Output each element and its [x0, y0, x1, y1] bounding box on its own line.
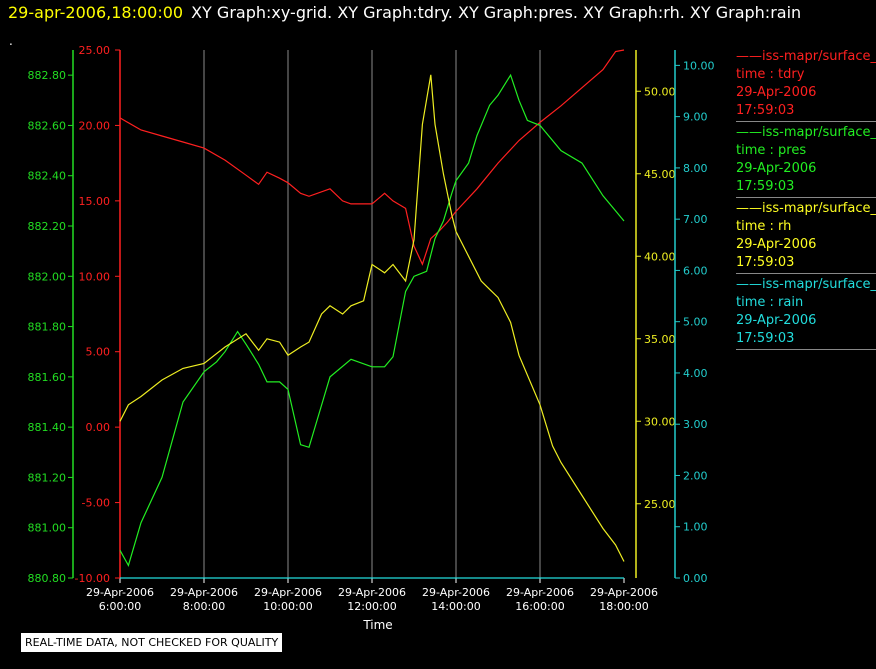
y-tick-label-tdry: 5.00	[86, 346, 111, 359]
y-tick-label-rain: 0.00	[683, 572, 708, 585]
legend-date: 29-Apr-2006	[736, 313, 817, 328]
y-tick-label-rain: 1.00	[683, 521, 708, 534]
y-tick-label-pres: 881.80	[28, 321, 67, 334]
x-tick-time: 10:00:00	[263, 600, 312, 613]
y-tick-label-pres: 881.60	[28, 371, 67, 384]
series-line-rh	[119, 74, 625, 562]
y-tick-label-tdry: -5.00	[82, 497, 110, 510]
y-tick-label-rain: 2.00	[683, 469, 708, 482]
x-tick-date: 29-Apr-2006	[170, 586, 238, 599]
legend-variable: time : tdry	[736, 67, 805, 82]
legend-time: 17:59:03	[736, 255, 795, 270]
y-tick-label-tdry: 20.00	[79, 119, 111, 132]
legend-time: 17:59:03	[736, 103, 795, 118]
y-tick-label-pres: 882.40	[28, 170, 67, 183]
x-tick-date: 29-Apr-2006	[506, 586, 574, 599]
y-tick-label-tdry: 25.00	[79, 44, 111, 57]
x-tick-time: 8:00:00	[183, 600, 225, 613]
y-tick-label-tdry: 15.00	[79, 195, 111, 208]
legend: ——iss-mapr/surface_ time : tdry 29-Apr-2…	[736, 48, 876, 352]
y-tick-label-tdry: -10.00	[75, 572, 110, 585]
legend-variable: time : rain	[736, 295, 804, 310]
legend-entry-rain: ——iss-mapr/surface_ time : rain 29-Apr-2…	[736, 276, 876, 350]
legend-variable: time : pres	[736, 143, 807, 158]
y-tick-label-pres: 880.80	[28, 572, 67, 585]
y-tick-label-pres: 881.20	[28, 471, 67, 484]
y-tick-label-pres: 882.20	[28, 220, 67, 233]
y-tick-label-rh: 25.00	[644, 498, 676, 511]
y-tick-label-pres: 881.40	[28, 421, 67, 434]
y-tick-label-rh: 35.00	[644, 333, 676, 346]
quality-notice: REAL-TIME DATA, NOT CHECKED FOR QUALITY	[20, 632, 284, 653]
y-tick-label-tdry: 10.00	[79, 270, 111, 283]
y-tick-label-pres: 881.00	[28, 522, 67, 535]
y-tick-label-pres: 882.60	[28, 119, 67, 132]
legend-entry-pres: ——iss-mapr/surface_ time : pres 29-Apr-2…	[736, 124, 876, 198]
series-line-pres	[119, 73, 625, 567]
y-tick-label-rh: 50.00	[644, 85, 676, 98]
legend-source: ——iss-mapr/surface_	[736, 49, 876, 64]
legend-source: ——iss-mapr/surface_	[736, 125, 876, 140]
header-graph-list: XY Graph:xy-grid. XY Graph:tdry. XY Grap…	[191, 3, 802, 22]
y-tick-label-rain: 4.00	[683, 367, 708, 380]
legend-source: ——iss-mapr/surface_	[736, 277, 876, 292]
y-tick-label-rh: 30.00	[644, 415, 676, 428]
y-tick-label-rain: 6.00	[683, 264, 708, 277]
legend-entry-rh: ——iss-mapr/surface_ time : rh 29-Apr-200…	[736, 200, 876, 274]
y-tick-label-rain: 3.00	[683, 418, 708, 431]
legend-date: 29-Apr-2006	[736, 237, 817, 252]
x-tick-time: 16:00:00	[515, 600, 564, 613]
y-tick-label-pres: 882.80	[28, 69, 67, 82]
header-time: 29-apr-2006,18:00:00	[8, 3, 184, 22]
legend-time: 17:59:03	[736, 331, 795, 346]
x-tick-date: 29-Apr-2006	[86, 586, 154, 599]
y-tick-label-pres: 882.00	[28, 270, 67, 283]
y-tick-label-rain: 5.00	[683, 316, 708, 329]
x-tick-time: 12:00:00	[347, 600, 396, 613]
y-tick-label-rain: 7.00	[683, 213, 708, 226]
x-tick-time: 18:00:00	[599, 600, 648, 613]
y-tick-label-rain: 9.00	[683, 111, 708, 124]
x-tick-date: 29-Apr-2006	[338, 586, 406, 599]
legend-date: 29-Apr-2006	[736, 161, 817, 176]
y-tick-label-rain: 8.00	[683, 162, 708, 175]
legend-source: ——iss-mapr/surface_	[736, 201, 876, 216]
y-tick-label-rain: 10.00	[683, 59, 715, 72]
chart-header: 29-apr-2006,18:00:00 XY Graph:xy-grid. XY…	[8, 3, 801, 22]
x-axis-label: Time	[362, 618, 392, 632]
legend-date: 29-Apr-2006	[736, 85, 817, 100]
x-tick-date: 29-Apr-2006	[254, 586, 322, 599]
y-tick-label-rh: 45.00	[644, 168, 676, 181]
x-tick-time: 6:00:00	[99, 600, 141, 613]
x-tick-date: 29-Apr-2006	[422, 586, 490, 599]
y-tick-label-rh: 40.00	[644, 250, 676, 263]
legend-time: 17:59:03	[736, 179, 795, 194]
legend-entry-tdry: ——iss-mapr/surface_ time : tdry 29-Apr-2…	[736, 48, 876, 122]
series-line-tdry	[119, 49, 625, 266]
x-tick-time: 14:00:00	[431, 600, 480, 613]
x-tick-date: 29-Apr-2006	[590, 586, 658, 599]
header-dot: .	[9, 34, 13, 48]
legend-variable: time : rh	[736, 219, 792, 234]
y-tick-label-tdry: 0.00	[86, 421, 111, 434]
